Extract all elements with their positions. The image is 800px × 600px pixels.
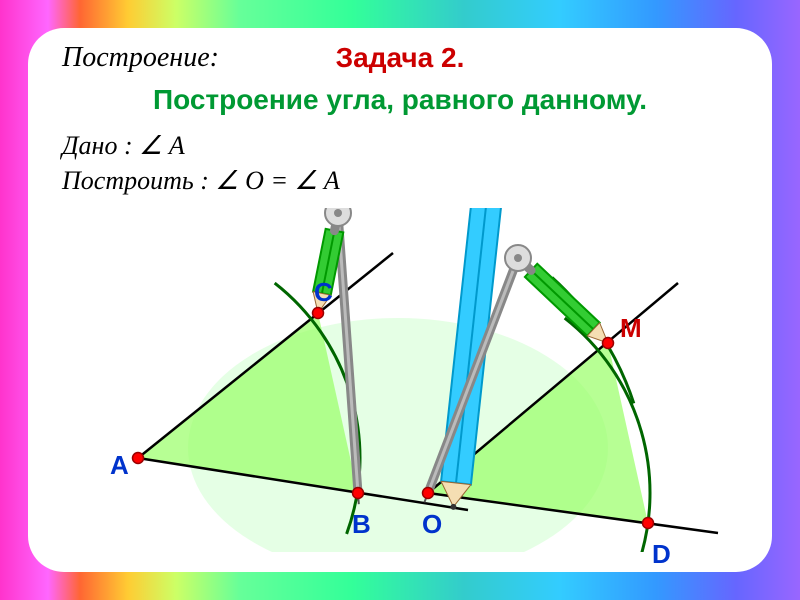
card: Построение: Задача 2. Построение угла, р… <box>28 28 772 572</box>
label-C: C <box>314 277 333 308</box>
subtitle: Построение угла, равного данному. <box>28 84 772 116</box>
point-D <box>643 518 654 529</box>
label-O: O <box>422 509 442 540</box>
diagram-stage: ABCODM <box>58 208 742 552</box>
geometry-diagram <box>58 208 742 552</box>
point-O <box>423 488 434 499</box>
point-A <box>133 453 144 464</box>
given-block: Дано : ∠ A Построить : ∠ O = ∠ A <box>62 128 340 198</box>
point-M <box>603 338 614 349</box>
given-line: Дано : ∠ A <box>62 128 340 163</box>
point-C <box>313 308 324 319</box>
point-B <box>353 488 364 499</box>
label-D: D <box>652 539 671 570</box>
label-B: B <box>352 509 371 540</box>
problem-title: Задача 2. <box>28 42 772 74</box>
label-A: A <box>110 450 129 481</box>
rainbow-frame: Построение: Задача 2. Построение угла, р… <box>0 0 800 600</box>
build-line: Построить : ∠ O = ∠ A <box>62 163 340 198</box>
label-M: M <box>620 313 642 344</box>
